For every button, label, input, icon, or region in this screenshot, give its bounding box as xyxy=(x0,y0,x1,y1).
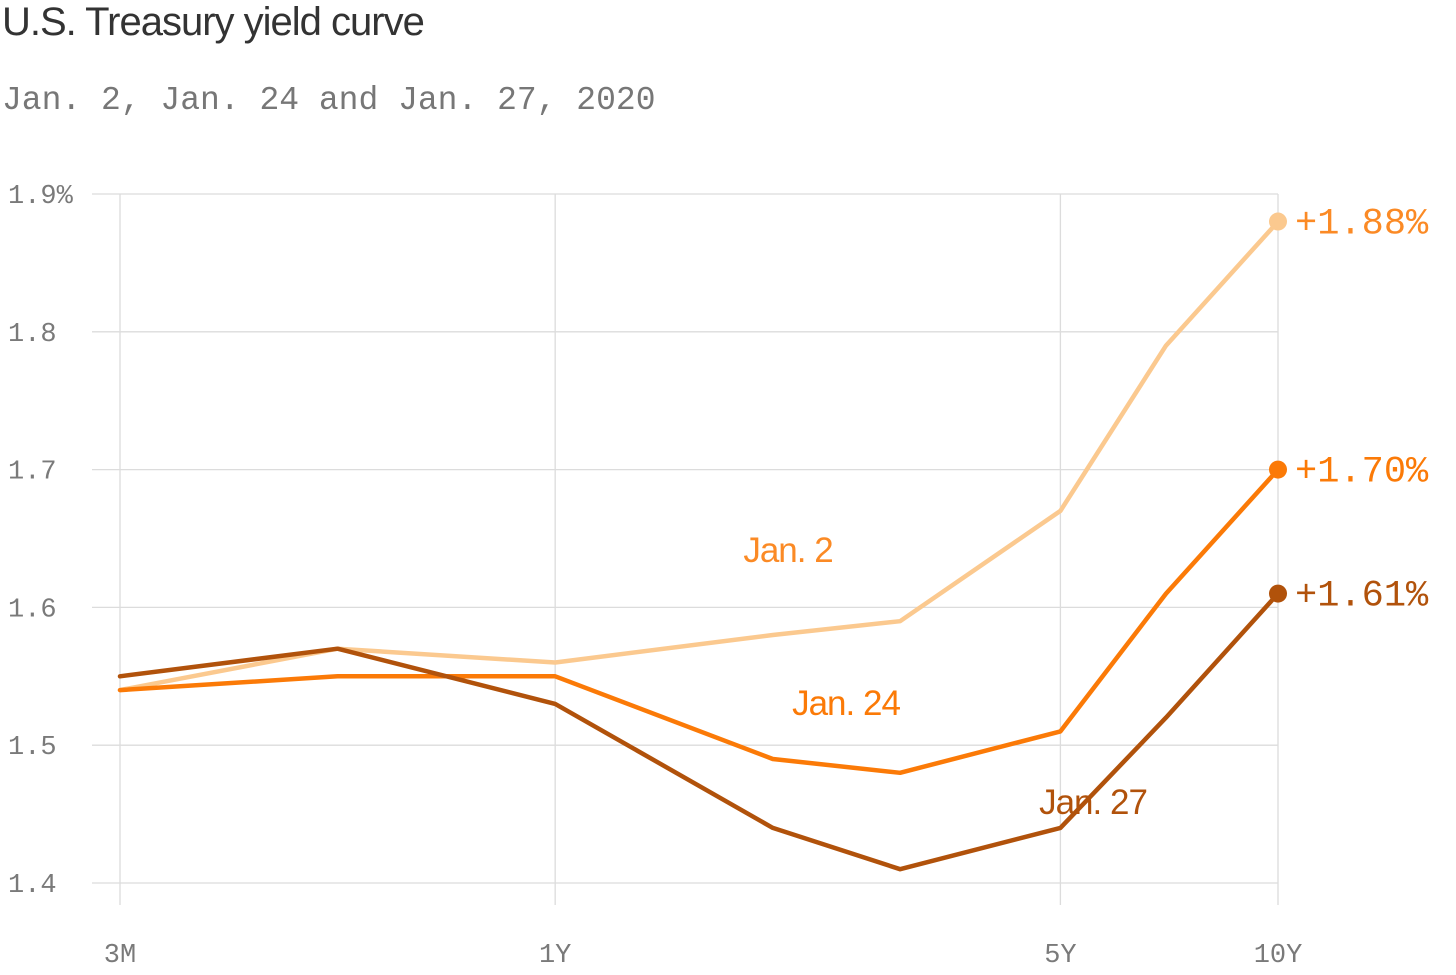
series-end-label-1: +1.70% xyxy=(1295,452,1429,494)
series-line-1 xyxy=(117,467,1281,776)
grid-layer xyxy=(92,193,1279,905)
series-name-label-0: Jan. 2 xyxy=(743,531,832,570)
chart-subtitle: Jan. 2, Jan. 24 and Jan. 27, 2020 xyxy=(2,82,656,119)
series-end-label-0: +1.88% xyxy=(1295,204,1429,246)
series-end-dot-0 xyxy=(1269,212,1287,231)
x-tick-label: 3M xyxy=(104,941,136,971)
axis-layer: 1.9% 1.8 1.7 1.6 1.5 1.4 3M 1Y 5Y 10Y xyxy=(8,182,1302,971)
series-layer xyxy=(117,212,1287,872)
x-tick-label: 5Y xyxy=(1044,941,1076,971)
y-tick-label: 1.6 xyxy=(8,595,57,625)
y-tick-label: 1.7 xyxy=(8,458,57,488)
series-end-label-2: +1.61% xyxy=(1295,576,1429,618)
chart-title: U.S. Treasury yield curve xyxy=(2,0,425,44)
y-tick-label: 1.8 xyxy=(8,320,57,350)
y-tick-label: 1.4 xyxy=(8,871,57,901)
y-tick-label: 1.5 xyxy=(8,733,57,763)
series-end-dot-1 xyxy=(1269,460,1287,479)
label-layer: +1.88% +1.70% +1.61% Jan. 2 Jan. 24 Jan. 27 xyxy=(743,204,1429,822)
series-name-label-1: Jan. 24 xyxy=(792,684,900,723)
series-line-0 xyxy=(117,219,1281,693)
series-line-2 xyxy=(117,591,1281,872)
x-tick-label: 10Y xyxy=(1254,941,1303,971)
x-tick-label: 1Y xyxy=(539,941,571,971)
y-tick-label: 1.9% xyxy=(8,182,74,212)
series-end-dot-2 xyxy=(1269,584,1287,603)
series-name-label-2: Jan. 27 xyxy=(1039,783,1147,822)
